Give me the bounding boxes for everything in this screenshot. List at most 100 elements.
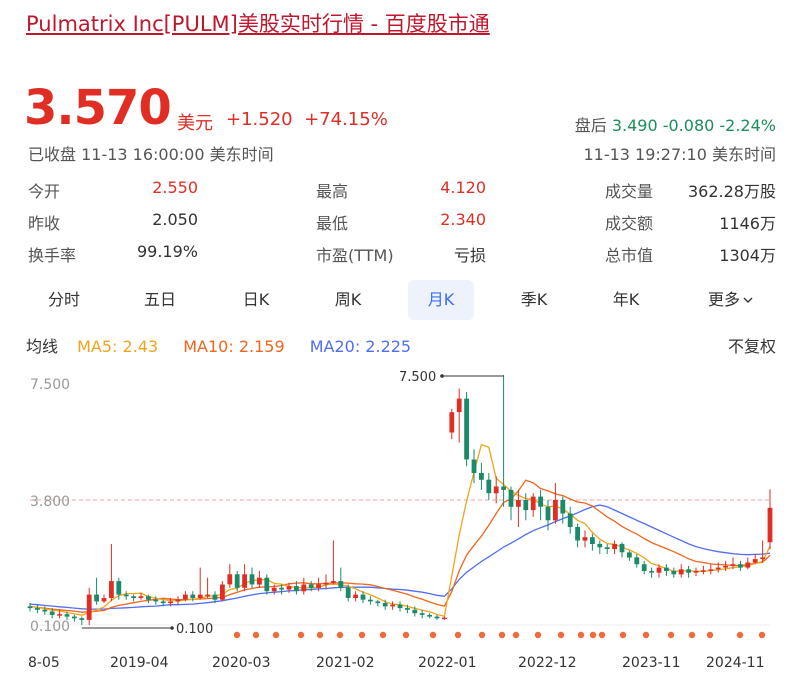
event-dot xyxy=(598,631,606,639)
candle xyxy=(671,567,677,578)
candle xyxy=(234,570,240,592)
candle-body xyxy=(64,614,70,617)
candle-body xyxy=(493,486,499,494)
x-axis-label: 2021-02 xyxy=(316,655,375,671)
candle-body xyxy=(664,567,669,571)
after-hours-time: 11-13 19:27:10 美东时间 xyxy=(583,145,776,164)
candle xyxy=(590,533,595,551)
candle-body xyxy=(160,601,166,604)
candle xyxy=(175,596,181,605)
ma20-line xyxy=(29,504,771,610)
candle xyxy=(486,472,492,500)
candle-body xyxy=(338,581,344,588)
event-dot xyxy=(252,631,260,639)
candle xyxy=(516,489,521,528)
stat-value-prev-close: 2.050 xyxy=(152,210,198,229)
candle xyxy=(94,577,99,605)
candle-body xyxy=(715,567,721,570)
candle-body xyxy=(612,543,617,549)
candle xyxy=(27,603,33,612)
candle-body xyxy=(649,570,654,573)
candle xyxy=(227,564,233,588)
candle-body xyxy=(567,513,573,527)
candle-body xyxy=(627,552,632,558)
candle xyxy=(360,591,366,604)
candle-body xyxy=(553,500,558,521)
candle xyxy=(197,567,203,600)
candle xyxy=(553,483,558,524)
candle xyxy=(686,565,691,578)
stat-label-high: 最高 xyxy=(316,182,349,201)
page-title-link[interactable]: Pulmatrix Inc[PULM]美股实时行情 - 百度股市通 xyxy=(26,12,490,36)
candle xyxy=(271,584,277,595)
candle xyxy=(456,388,462,443)
adjustment-selector[interactable]: 不复权 xyxy=(727,337,776,356)
candle xyxy=(604,543,610,555)
tab-monthly-k[interactable]: 月K xyxy=(408,280,474,320)
event-dot xyxy=(272,631,280,639)
candle-body xyxy=(286,586,292,590)
candle-body xyxy=(72,616,77,619)
candle-body xyxy=(427,614,432,617)
candle-body xyxy=(79,618,85,620)
tab-five-day[interactable]: 五日 xyxy=(143,290,176,309)
candle-body xyxy=(360,594,366,600)
candle-body xyxy=(168,601,173,604)
ma10-line xyxy=(29,479,771,613)
candle xyxy=(560,496,566,524)
ma-legend: 均线 MA5: 2.43 MA10: 2.159 MA20: 2.225 xyxy=(26,333,411,357)
candle xyxy=(412,606,418,617)
candle xyxy=(183,591,188,602)
candle xyxy=(86,587,92,625)
stat-label-turnover-amount: 成交额 xyxy=(605,214,654,233)
stat-value-volume: 362.28万股 xyxy=(688,182,776,201)
candle xyxy=(434,614,440,620)
tab-weekly-k[interactable]: 周K xyxy=(334,290,362,309)
max-annotation-label: 7.500 xyxy=(399,370,436,385)
candle-body xyxy=(249,574,255,585)
tab-daily-k[interactable]: 日K xyxy=(242,290,270,309)
event-dot xyxy=(736,631,744,639)
candle-body xyxy=(294,586,299,592)
event-dots xyxy=(233,631,766,639)
candle xyxy=(153,596,159,605)
candle-body xyxy=(656,567,662,573)
candle-body xyxy=(175,599,181,602)
candle-body xyxy=(109,581,114,598)
event-dot xyxy=(429,631,437,639)
candle xyxy=(64,611,70,620)
currency-label: 美元 xyxy=(177,113,213,134)
quote-card xyxy=(8,56,792,683)
candle xyxy=(723,560,728,571)
candle-body xyxy=(101,598,107,602)
tab-intraday[interactable]: 分时 xyxy=(47,290,80,309)
tab-quarterly-k[interactable]: 季K xyxy=(520,290,548,309)
candle xyxy=(760,540,765,563)
candle-body xyxy=(390,604,395,607)
candle xyxy=(323,574,329,590)
candle xyxy=(730,557,736,570)
ma20-value: MA20: 2.225 xyxy=(309,337,412,356)
candle xyxy=(338,567,344,592)
candle xyxy=(701,565,706,575)
candle xyxy=(353,591,358,602)
candle-body xyxy=(345,587,351,598)
candle-body xyxy=(94,594,99,602)
y-axis-label: 3.800 xyxy=(30,494,70,510)
event-dot xyxy=(297,631,305,639)
event-dot xyxy=(706,631,714,639)
event-dot xyxy=(402,631,410,639)
candle-body xyxy=(86,594,92,620)
tab-more[interactable]: 更多 xyxy=(686,280,776,320)
candle xyxy=(752,554,758,565)
event-dot xyxy=(358,631,366,639)
candle-body xyxy=(116,581,122,595)
candle xyxy=(612,540,617,555)
candle-body xyxy=(449,412,455,433)
after-hours-change: -0.080 xyxy=(662,116,715,135)
stat-label-open: 今开 xyxy=(28,182,61,201)
tab-yearly-k[interactable]: 年K xyxy=(612,290,640,309)
candle xyxy=(345,584,351,602)
candle xyxy=(316,577,321,592)
candle xyxy=(390,601,395,610)
